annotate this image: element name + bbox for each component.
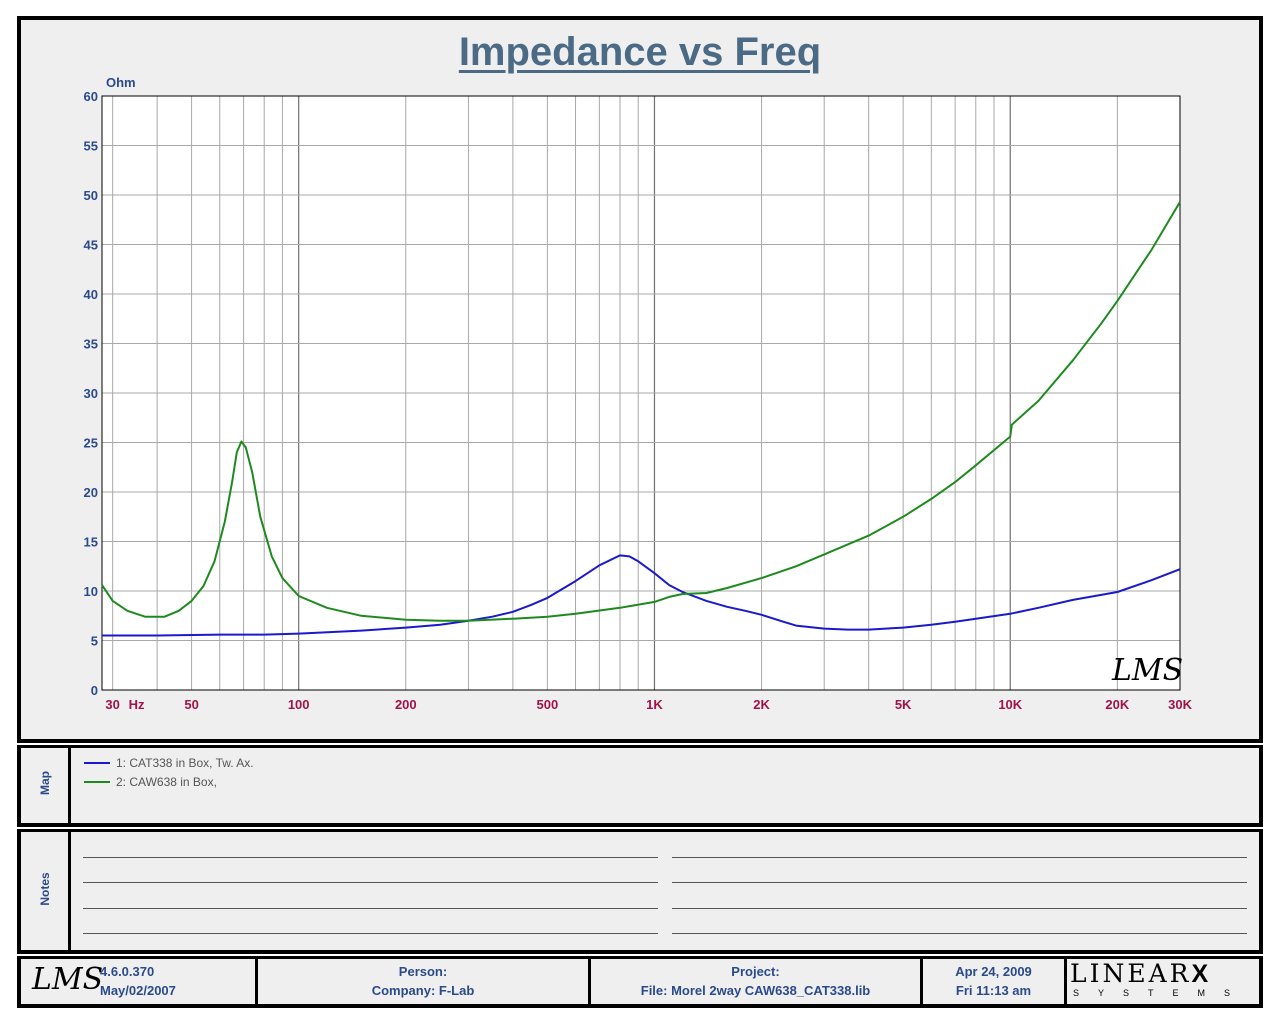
person-label: Person: <box>398 964 448 979</box>
footer-rule-3 <box>920 956 923 1006</box>
y-tick-label: 0 <box>91 683 98 698</box>
y-tick-label: 55 <box>84 139 98 154</box>
date-info: Apr 24, 2009 Fri 11:13 am <box>923 962 1064 1000</box>
note-line <box>83 933 658 934</box>
plot-area-border <box>101 95 1181 691</box>
x-tick-label: 30K <box>1168 697 1192 712</box>
y-axis-ticks: 0 5 10 15 20 25 30 35 40 45 50 55 60 <box>84 89 98 698</box>
legend-text-1: 1: CAT338 in Box, Tw. Ax. <box>116 756 254 770</box>
version-date: May/02/2007 <box>100 983 176 998</box>
legend-entry-1: 1: CAT338 in Box, Tw. Ax. <box>84 756 254 770</box>
x-tick-label: 500 <box>537 697 559 712</box>
company-label: Company: F-Lab <box>371 983 475 998</box>
notes-side-rule <box>68 829 71 954</box>
brand-text: LINEAR <box>1070 959 1192 988</box>
y-tick-label: 30 <box>84 386 98 401</box>
x-tick-label: 100 <box>288 697 310 712</box>
y-tick-label: 15 <box>84 535 98 550</box>
divider-gap <box>17 743 1263 745</box>
divider-notes-footer-2 <box>17 956 1263 959</box>
y-tick-label: 45 <box>84 238 98 253</box>
divider-gap-3 <box>17 954 1263 956</box>
series-line-1 <box>102 554 1181 637</box>
version-info: 4.6.0.370 May/02/2007 <box>100 962 190 1000</box>
project-info: Project: File: Morel 2way CAW638_CAT338.… <box>591 962 920 1000</box>
x-tick-label: 1K <box>646 697 663 712</box>
footer-rule-1 <box>255 956 258 1006</box>
divider-chart-map <box>17 739 1263 743</box>
lms-watermark: LMS <box>1111 653 1183 688</box>
legend-swatch-1 <box>84 762 110 764</box>
divider-map-notes <box>17 823 1263 827</box>
version-number: 4.6.0.370 <box>100 964 155 979</box>
brand-x: X <box>1191 960 1212 988</box>
time-label: Fri 11:13 am <box>955 983 1032 998</box>
person-info: Person: Company: F-Lab <box>258 962 588 1000</box>
x-tick-label: 30 <box>105 697 119 712</box>
y-tick-label: 20 <box>84 485 98 500</box>
lms-logo: LMS <box>32 962 104 997</box>
y-tick-label: 35 <box>84 337 98 352</box>
x-tick-label: 5K <box>895 697 912 712</box>
map-side-rule <box>68 745 71 827</box>
date-label: Apr 24, 2009 <box>955 964 1032 979</box>
x-axis-unit-label: Hz <box>129 697 145 712</box>
x-tick-label: 2K <box>753 697 770 712</box>
note-line <box>83 882 658 883</box>
chart-series <box>101 201 1181 637</box>
notes-label: Notes <box>38 872 52 906</box>
divider-gap-2 <box>17 827 1263 829</box>
x-axis-ticks: 30 50 100 200 500 1K 2K 5K 10K 20K 30K <box>105 697 1192 712</box>
linearx-logo: LINEARX SYSTEMS <box>1070 960 1255 1004</box>
note-line <box>83 857 658 858</box>
y-tick-label: 10 <box>84 584 98 599</box>
footer-rule-2 <box>588 956 591 1006</box>
y-tick-label: 5 <box>91 634 98 649</box>
note-line <box>672 908 1247 909</box>
file-label: File: Morel 2way CAW638_CAT338.lib <box>640 983 871 998</box>
legend-text-2: 2: CAW638 in Box, <box>116 775 217 789</box>
x-tick-label: 10K <box>998 697 1022 712</box>
divider-notes-footer <box>17 950 1263 954</box>
impedance-chart: 0 5 10 15 20 25 30 35 40 45 50 55 60 30 50 100 200 500 1K… <box>84 75 1193 712</box>
x-tick-label: 50 <box>184 697 198 712</box>
brand-sub: SYSTEMS <box>1073 988 1250 998</box>
divider-map-notes-2 <box>17 829 1263 832</box>
y-axis-label: Ohm <box>106 75 136 90</box>
divider-chart-map-2 <box>17 745 1263 748</box>
legend-entry-2: 2: CAW638 in Box, <box>84 775 217 789</box>
legend-swatch-2 <box>84 781 110 783</box>
chart-grid <box>102 95 1180 691</box>
x-tick-label: 200 <box>395 697 417 712</box>
series-line-2 <box>101 201 1181 622</box>
project-label: Project: <box>731 964 780 979</box>
y-tick-label: 40 <box>84 287 98 302</box>
note-line <box>672 882 1247 883</box>
y-tick-label: 25 <box>84 436 98 451</box>
note-line <box>83 908 658 909</box>
y-tick-label: 60 <box>84 89 98 104</box>
note-line <box>672 933 1247 934</box>
y-tick-label: 50 <box>84 188 98 203</box>
chart-title: Impedance vs Freq <box>458 30 822 74</box>
note-line <box>672 857 1247 858</box>
map-label: Map <box>38 771 52 795</box>
x-tick-label: 20K <box>1105 697 1129 712</box>
footer-rule-4 <box>1064 956 1067 1006</box>
